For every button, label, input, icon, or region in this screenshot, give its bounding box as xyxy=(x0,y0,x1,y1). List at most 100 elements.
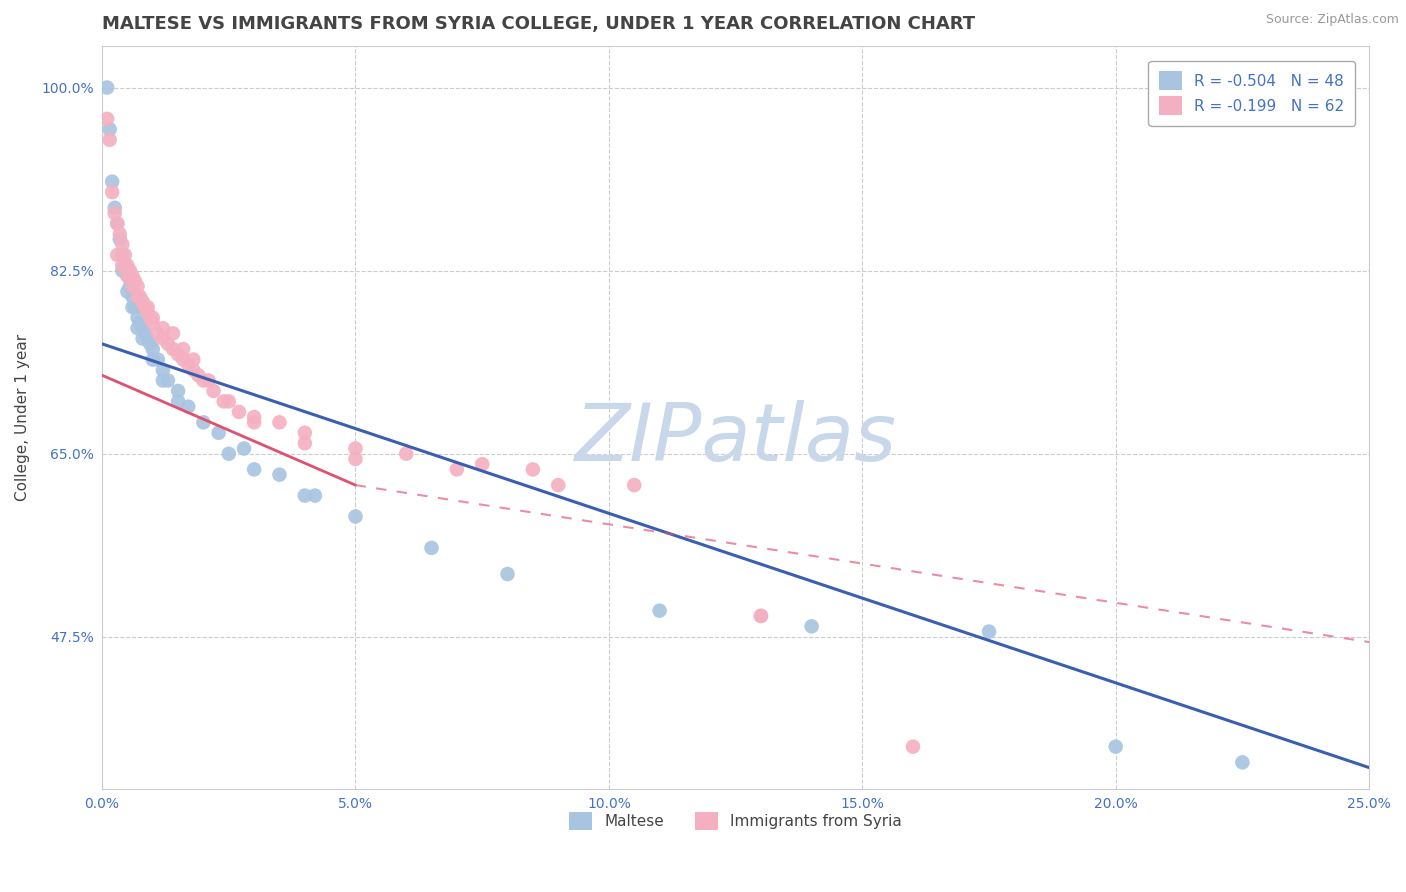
Point xyxy=(105,217,128,231)
Point xyxy=(193,415,215,429)
Point xyxy=(243,415,266,429)
Point xyxy=(344,509,367,524)
Point xyxy=(177,400,200,414)
Point xyxy=(181,363,204,377)
Point xyxy=(121,290,143,304)
Y-axis label: College, Under 1 year: College, Under 1 year xyxy=(15,334,30,500)
Point xyxy=(197,374,219,388)
Point xyxy=(156,374,179,388)
Point xyxy=(749,608,772,623)
Point xyxy=(395,447,418,461)
Point xyxy=(294,436,316,450)
Point xyxy=(269,415,291,429)
Point xyxy=(212,394,235,409)
Point xyxy=(118,263,141,277)
Point xyxy=(202,384,225,398)
Point xyxy=(98,122,121,136)
Point xyxy=(124,274,146,288)
Point xyxy=(117,268,139,283)
Point xyxy=(127,279,149,293)
Point xyxy=(114,259,136,273)
Point xyxy=(127,310,149,325)
Point xyxy=(623,478,645,492)
Point xyxy=(172,342,194,356)
Point xyxy=(129,316,152,330)
Point xyxy=(800,619,823,633)
Point xyxy=(111,237,134,252)
Point xyxy=(98,133,121,147)
Point xyxy=(111,263,134,277)
Point xyxy=(228,405,250,419)
Point xyxy=(1105,739,1128,754)
Point xyxy=(269,467,291,482)
Point xyxy=(344,442,367,456)
Point xyxy=(977,624,1000,639)
Point xyxy=(146,326,169,341)
Point xyxy=(136,300,159,314)
Point xyxy=(218,394,240,409)
Point xyxy=(304,489,326,503)
Point xyxy=(129,290,152,304)
Point xyxy=(104,206,127,220)
Point xyxy=(131,332,153,346)
Point xyxy=(142,316,165,330)
Point xyxy=(446,462,468,476)
Text: MALTESE VS IMMIGRANTS FROM SYRIA COLLEGE, UNDER 1 YEAR CORRELATION CHART: MALTESE VS IMMIGRANTS FROM SYRIA COLLEGE… xyxy=(103,15,976,33)
Point xyxy=(218,447,240,461)
Point xyxy=(420,541,443,555)
Point xyxy=(104,201,127,215)
Point xyxy=(117,285,139,299)
Point xyxy=(177,358,200,372)
Point xyxy=(187,368,209,383)
Point xyxy=(121,279,143,293)
Point xyxy=(496,567,519,582)
Point xyxy=(294,425,316,440)
Point xyxy=(136,305,159,319)
Point xyxy=(101,175,124,189)
Point xyxy=(121,300,143,314)
Point xyxy=(117,259,139,273)
Point xyxy=(118,279,141,293)
Point xyxy=(233,442,256,456)
Point xyxy=(142,310,165,325)
Point xyxy=(152,374,174,388)
Point xyxy=(901,739,924,754)
Point xyxy=(134,300,156,314)
Point xyxy=(749,608,772,623)
Point xyxy=(136,332,159,346)
Point xyxy=(156,336,179,351)
Point xyxy=(101,185,124,199)
Point xyxy=(1232,756,1254,770)
Point xyxy=(127,290,149,304)
Legend: Maltese, Immigrants from Syria: Maltese, Immigrants from Syria xyxy=(564,805,908,837)
Point xyxy=(142,352,165,367)
Point xyxy=(181,352,204,367)
Point xyxy=(127,321,149,335)
Text: ZIPatlas: ZIPatlas xyxy=(575,401,897,478)
Point xyxy=(111,259,134,273)
Point xyxy=(108,227,131,241)
Point xyxy=(162,342,184,356)
Point xyxy=(471,457,494,471)
Point xyxy=(139,336,162,351)
Point xyxy=(131,321,153,335)
Point xyxy=(243,410,266,425)
Point xyxy=(142,342,165,356)
Point xyxy=(131,295,153,310)
Point xyxy=(96,80,118,95)
Point xyxy=(114,248,136,262)
Point xyxy=(522,462,544,476)
Point xyxy=(167,394,190,409)
Point xyxy=(243,462,266,476)
Point xyxy=(193,374,215,388)
Point xyxy=(124,300,146,314)
Point xyxy=(547,478,569,492)
Point xyxy=(111,248,134,262)
Point xyxy=(152,332,174,346)
Point xyxy=(172,352,194,367)
Point xyxy=(121,268,143,283)
Point xyxy=(117,268,139,283)
Point xyxy=(648,604,671,618)
Point xyxy=(344,452,367,467)
Point xyxy=(167,347,190,361)
